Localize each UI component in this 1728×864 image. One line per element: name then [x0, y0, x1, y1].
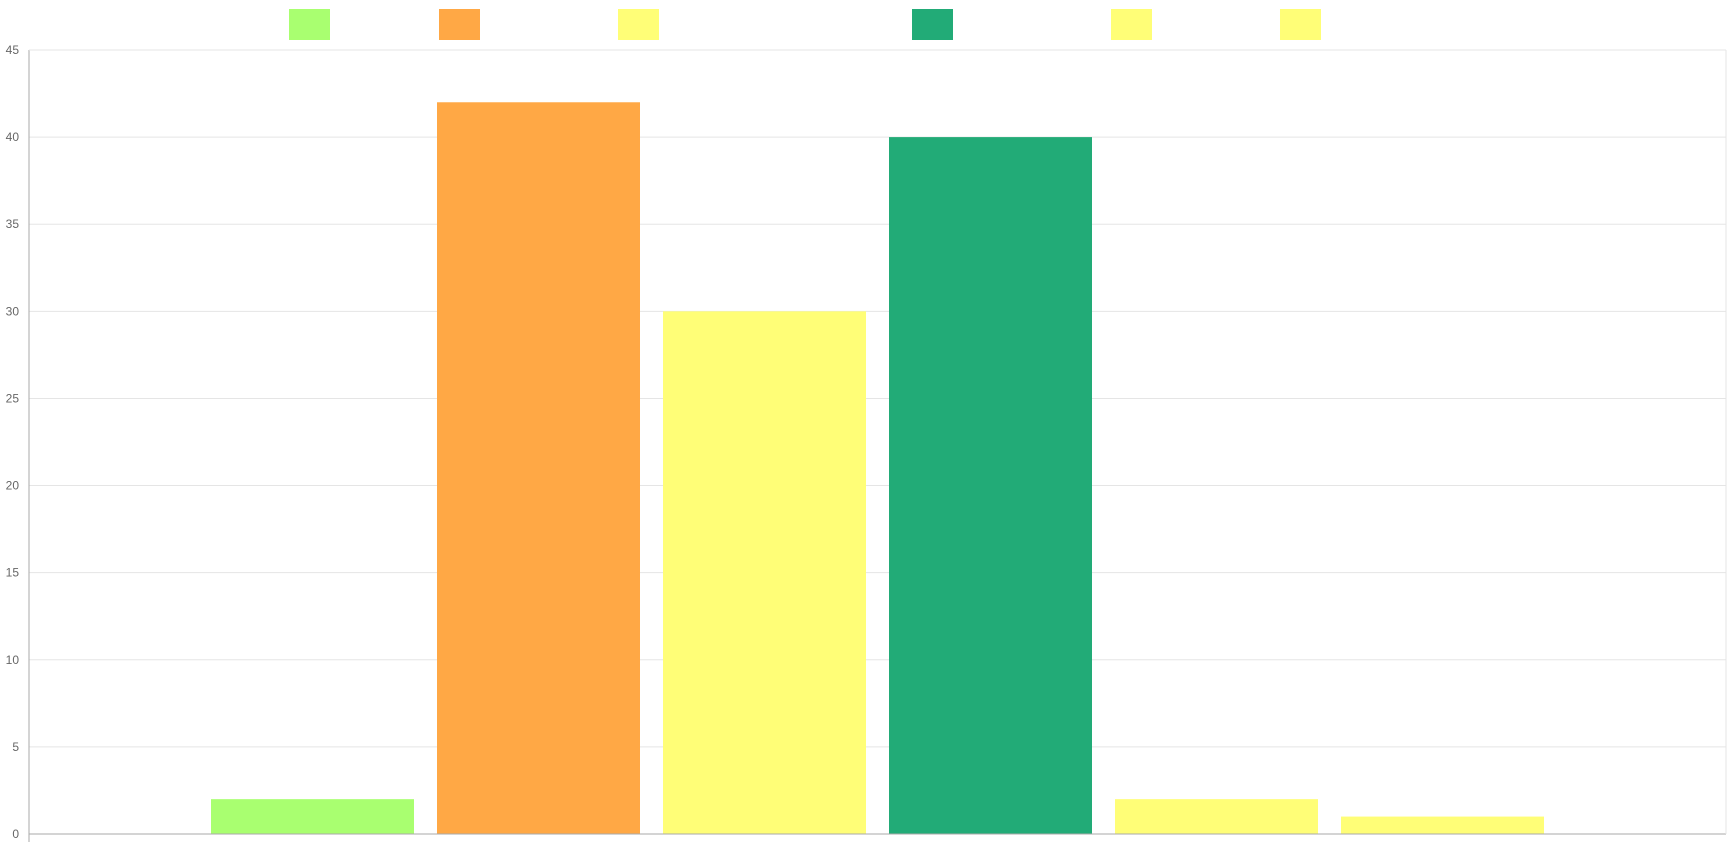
axes — [28, 49, 1727, 842]
legend-swatch[interactable] — [912, 9, 953, 40]
bar[interactable] — [211, 799, 414, 834]
y-tick-label: 25 — [6, 391, 20, 405]
legend-swatch[interactable] — [1111, 9, 1152, 40]
bars — [211, 102, 1544, 835]
legend — [289, 9, 1321, 40]
y-tick-label: 45 — [6, 43, 20, 57]
bar[interactable] — [437, 102, 640, 835]
bar[interactable] — [889, 137, 1092, 835]
bar[interactable] — [1341, 816, 1544, 834]
y-tick-label: 15 — [6, 566, 20, 580]
legend-swatch[interactable] — [618, 9, 659, 40]
legend-swatch[interactable] — [1280, 9, 1321, 40]
y-tick-label: 35 — [6, 217, 20, 231]
y-tick-label: 20 — [6, 479, 20, 493]
y-tick-label: 10 — [6, 653, 20, 667]
bar[interactable] — [663, 311, 866, 834]
bar[interactable] — [1115, 799, 1318, 834]
y-tick-label: 0 — [12, 827, 19, 841]
legend-swatch[interactable] — [289, 9, 330, 40]
gridlines — [29, 49, 1726, 748]
legend-swatch[interactable] — [439, 9, 480, 40]
y-tick-label: 5 — [12, 740, 19, 754]
y-tick-label: 40 — [6, 130, 20, 144]
y-tick-label: 30 — [6, 304, 20, 318]
y-axis-tick-labels: 0 5 10 15 20 25 30 35 40 45 — [6, 43, 20, 841]
